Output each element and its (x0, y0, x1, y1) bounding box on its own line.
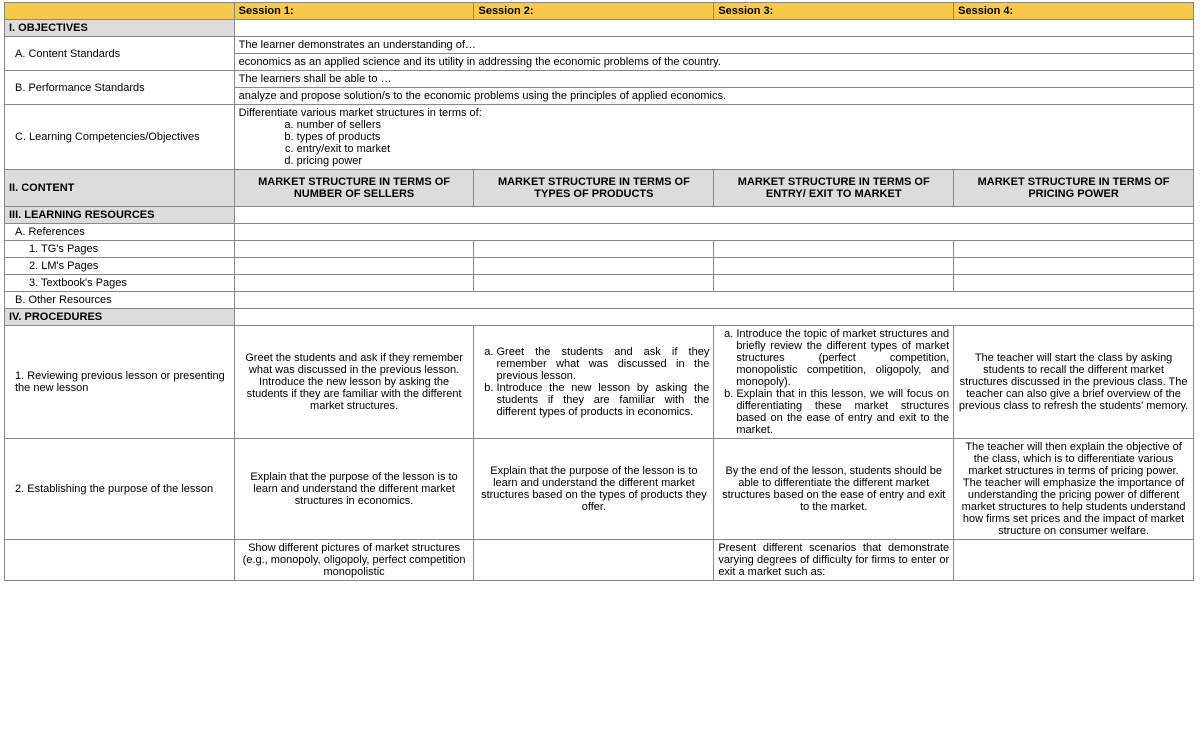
label-proc2: 2. Establishing the purpose of the lesso… (5, 439, 235, 540)
proc1-s3-b: Explain that in this lesson, we will foc… (736, 388, 949, 436)
label-learning-competencies: C. Learning Competencies/Objectives (5, 105, 235, 170)
blank-cell (234, 275, 474, 292)
blank-cell (234, 224, 1193, 241)
label-lm-pages: 2. LM's Pages (5, 258, 235, 275)
proc1-s4: The teacher will start the class by aski… (954, 326, 1194, 439)
lc-a: number of sellers (297, 119, 1189, 131)
lc-b: types of products (297, 131, 1189, 143)
section-procedures: IV. PROCEDURES (5, 309, 235, 326)
learning-competencies-body: Differentiate various market structures … (234, 105, 1193, 170)
label-tg-pages: 1. TG's Pages (5, 241, 235, 258)
label-references: A. References (5, 224, 235, 241)
blank-cell (954, 258, 1194, 275)
lc-c: entry/exit to market (297, 143, 1189, 155)
proc1-s2-b: Introduce the new lesson by asking the s… (496, 382, 709, 418)
proc1-s1: Greet the students and ask if they remem… (234, 326, 474, 439)
blank-cell (954, 275, 1194, 292)
blank-cell (714, 275, 954, 292)
proc3-s1: Show different pictures of market struct… (234, 540, 474, 581)
blank-cell (234, 20, 1193, 37)
blank-cell (714, 258, 954, 275)
content-s3: MARKET STRUCTURE IN TERMS OF ENTRY/ EXIT… (714, 170, 954, 207)
blank-cell (234, 292, 1193, 309)
label-proc1: 1. Reviewing previous lesson or presenti… (5, 326, 235, 439)
section-resources: III. LEARNING RESOURCES (5, 207, 235, 224)
content-standards-line2: economics as an applied science and its … (234, 54, 1193, 71)
blank-cell (234, 207, 1193, 224)
label-other-resources: B. Other Resources (5, 292, 235, 309)
proc2-s2: Explain that the purpose of the lesson i… (474, 439, 714, 540)
lc-d: pricing power (297, 155, 1189, 167)
proc1-s3-a: Introduce the topic of market structures… (736, 328, 949, 388)
blank-cell (234, 309, 1193, 326)
lc-intro: Differentiate various market structures … (239, 107, 1189, 119)
proc2-s1: Explain that the purpose of the lesson i… (234, 439, 474, 540)
lesson-plan-table: Session 1: Session 2: Session 3: Session… (4, 2, 1194, 581)
content-s2: MARKET STRUCTURE IN TERMS OF TYPES OF PR… (474, 170, 714, 207)
header-session-1: Session 1: (234, 3, 474, 20)
proc2-s4: The teacher will then explain the object… (954, 439, 1194, 540)
header-session-3: Session 3: (714, 3, 954, 20)
session-header-row: Session 1: Session 2: Session 3: Session… (5, 3, 1194, 20)
proc2-s3: By the end of the lesson, students shoul… (714, 439, 954, 540)
header-blank (5, 3, 235, 20)
blank-cell (474, 258, 714, 275)
header-session-4: Session 4: (954, 3, 1194, 20)
proc1-s3: Introduce the topic of market structures… (714, 326, 954, 439)
performance-standards-line2: analyze and propose solution/s to the ec… (234, 88, 1193, 105)
label-textbook-pages: 3. Textbook's Pages (5, 275, 235, 292)
blank-cell (714, 241, 954, 258)
proc3-s3: Present different scenarios that demonst… (714, 540, 954, 581)
performance-standards-line1: The learners shall be able to … (234, 71, 1193, 88)
content-s4: MARKET STRUCTURE IN TERMS OF PRICING POW… (954, 170, 1194, 207)
content-standards-line1: The learner demonstrates an understandin… (234, 37, 1193, 54)
section-content: II. CONTENT (5, 170, 235, 207)
content-s1: MARKET STRUCTURE IN TERMS OF NUMBER OF S… (234, 170, 474, 207)
blank-cell (234, 241, 474, 258)
label-content-standards: A. Content Standards (5, 37, 235, 71)
blank-cell (234, 258, 474, 275)
proc3-s2 (474, 540, 714, 581)
label-proc3 (5, 540, 235, 581)
header-session-2: Session 2: (474, 3, 714, 20)
proc1-s2: Greet the students and ask if they remem… (474, 326, 714, 439)
label-performance-standards: B. Performance Standards (5, 71, 235, 105)
blank-cell (474, 241, 714, 258)
section-objectives: I. OBJECTIVES (5, 20, 235, 37)
blank-cell (474, 275, 714, 292)
lc-list: number of sellers types of products entr… (279, 119, 1189, 167)
proc3-s4 (954, 540, 1194, 581)
proc1-s2-a: Greet the students and ask if they remem… (496, 346, 709, 382)
blank-cell (954, 241, 1194, 258)
